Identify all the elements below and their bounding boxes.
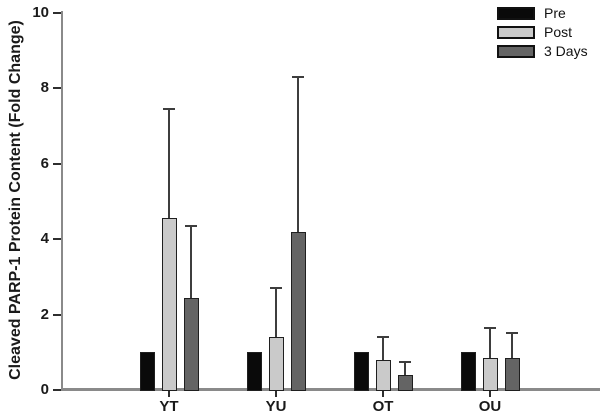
y-tick-0 bbox=[53, 389, 61, 391]
x-tick-ot bbox=[382, 391, 384, 397]
error-cap-post-ou bbox=[484, 327, 496, 329]
x-category-label-ou: OU bbox=[478, 398, 502, 415]
error-bar-post-ot bbox=[382, 337, 384, 360]
legend: Pre Post 3 Days bbox=[497, 5, 588, 59]
y-tick-label-4: 4 bbox=[40, 230, 49, 248]
y-tick-4 bbox=[53, 238, 61, 241]
bar-3-days-ou bbox=[504, 358, 520, 391]
bar-pre-yt bbox=[139, 352, 155, 391]
legend-item-pre: Pre bbox=[497, 5, 588, 21]
bar-pre-yu bbox=[246, 352, 262, 391]
x-axis-line bbox=[61, 388, 600, 391]
x-tick-yt bbox=[168, 391, 170, 397]
error-bar-3-days-yt bbox=[190, 226, 192, 298]
legend-item-post: Post bbox=[497, 24, 588, 40]
x-category-label-ot: OT bbox=[372, 398, 394, 415]
bar-post-ou bbox=[482, 358, 498, 391]
legend-label-3-days: 3 Days bbox=[544, 43, 588, 59]
bar-post-yu bbox=[268, 337, 284, 391]
bar-3-days-yt bbox=[183, 298, 199, 391]
y-tick-6 bbox=[53, 162, 61, 165]
y-axis-line bbox=[61, 11, 63, 389]
bar-3-days-yu bbox=[290, 232, 306, 391]
error-cap-3-days-yt bbox=[185, 225, 197, 227]
y-tick-label-2: 2 bbox=[40, 305, 49, 323]
legend-swatch-3-days bbox=[497, 45, 535, 58]
error-bar-3-days-yu bbox=[297, 77, 299, 232]
error-bar-post-ou bbox=[489, 328, 491, 358]
error-cap-3-days-ot bbox=[399, 361, 411, 363]
bar-post-yt bbox=[161, 218, 177, 391]
bar-post-ot bbox=[375, 360, 391, 391]
error-cap-3-days-yu bbox=[292, 76, 304, 78]
y-tick-10 bbox=[53, 12, 61, 14]
y-tick-label-10: 10 bbox=[32, 4, 49, 21]
y-tick-8 bbox=[53, 87, 61, 90]
y-tick-label-6: 6 bbox=[40, 154, 49, 172]
x-tick-yu bbox=[275, 391, 277, 397]
bar-3-days-ot bbox=[397, 375, 413, 391]
y-tick-label-0: 0 bbox=[40, 381, 49, 398]
legend-label-pre: Pre bbox=[544, 5, 566, 21]
error-cap-post-yu bbox=[270, 287, 282, 289]
error-bar-post-yt bbox=[168, 109, 170, 218]
error-cap-3-days-ou bbox=[506, 332, 518, 334]
bar-pre-ot bbox=[353, 352, 369, 391]
x-tick-ou bbox=[489, 391, 491, 397]
legend-swatch-post bbox=[497, 26, 535, 39]
error-cap-post-ot bbox=[377, 336, 389, 338]
legend-swatch-pre bbox=[497, 7, 535, 20]
error-bar-post-yu bbox=[275, 288, 277, 337]
y-tick-label-8: 8 bbox=[40, 79, 49, 97]
legend-item-3-days: 3 Days bbox=[497, 43, 588, 59]
y-tick-2 bbox=[53, 313, 61, 316]
error-bar-3-days-ot bbox=[404, 362, 406, 375]
legend-label-post: Post bbox=[544, 24, 573, 40]
bar-pre-ou bbox=[460, 352, 476, 391]
x-category-label-yt: YT bbox=[159, 398, 179, 415]
x-category-label-yu: YU bbox=[265, 398, 287, 415]
error-bar-3-days-ou bbox=[511, 333, 513, 358]
error-cap-post-yt bbox=[163, 108, 175, 110]
